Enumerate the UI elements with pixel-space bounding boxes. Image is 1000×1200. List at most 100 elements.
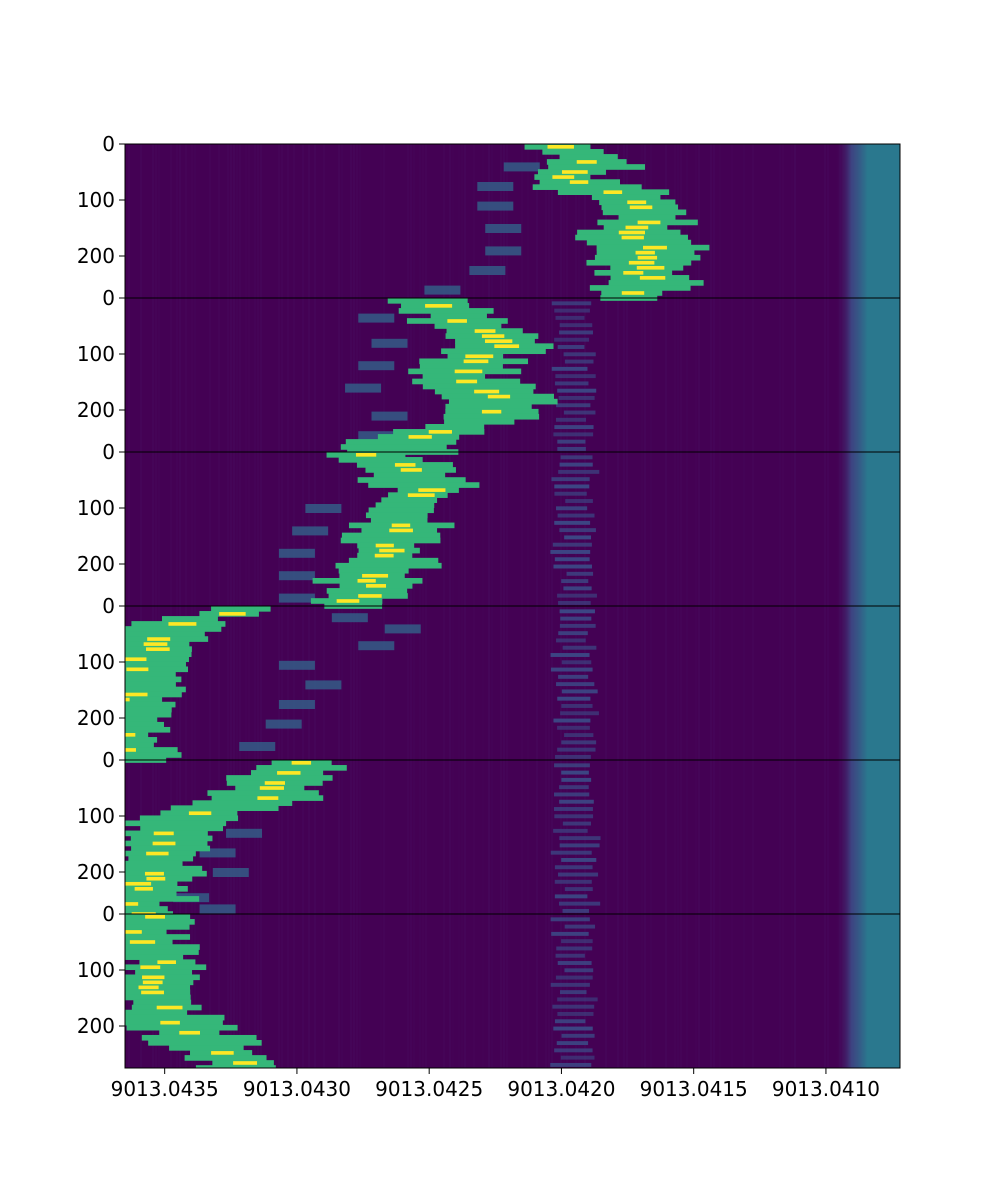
track-segment [125,671,176,678]
track-segment [125,661,186,668]
band-row [554,491,587,496]
track-segment [370,517,428,524]
peak-segment [465,354,494,359]
peak-segment [125,733,136,737]
peak-segment [357,579,376,583]
band-row [558,872,599,877]
band-row [554,792,590,797]
peak-segment [219,612,246,616]
x-axis: 9013.0435 9013.0430 9013.0425 9013.0420 9013… [111,1068,880,1101]
peak-segment [188,811,212,816]
faint-segment [358,641,395,651]
y-tick-label: 0 [102,748,115,772]
track-segment [125,929,167,935]
y-tick-label: 200 [77,398,115,422]
faint-segment [305,504,342,513]
peak-segment [157,960,176,964]
band-row [555,315,585,320]
band-row [556,506,588,511]
band-row [557,961,592,965]
track-segment [340,537,441,544]
peak-segment [145,915,166,919]
peak-segment [146,851,169,856]
peak-segment [561,170,588,174]
faint-segment [345,383,382,393]
peak-segment [636,265,665,270]
y-tick-label: 200 [77,244,115,268]
track-segment [125,711,172,718]
peak-segment [481,409,502,414]
y-tick-label: 100 [77,804,115,828]
peak-segment [277,771,301,775]
peak-segment [629,205,653,210]
track-segment [125,860,183,867]
band-row [554,814,594,819]
faint-segment [292,526,329,536]
band-row [554,763,590,768]
band-row [554,894,588,899]
peak-segment [152,841,176,846]
band-row [557,593,597,598]
track-segment [131,845,211,852]
peak-segment [481,334,505,338]
faint-segment [358,313,395,323]
faint-segment [278,660,315,670]
y-tick-label: 0 [102,440,115,464]
band-row [554,520,591,525]
band-row [551,931,589,936]
track-segment [135,969,193,976]
band-row [557,388,597,393]
track-segment [448,398,558,405]
track-segment [125,880,178,887]
track-segment [373,472,446,478]
peak-segment [141,990,164,995]
track-segment [591,194,661,201]
band-row [554,865,593,870]
faint-segment [265,719,302,729]
peak-segment [211,1051,234,1055]
track-segment [125,696,163,703]
peak-segment [552,175,575,179]
band-row [559,609,595,614]
track-segment [125,949,199,955]
peak-segment [628,260,655,265]
peak-segment [144,871,164,876]
band-row [557,747,596,752]
track-segment [125,1009,188,1016]
track-segment [128,855,194,862]
x-tick-label: 9013.0425 [375,1077,483,1101]
y-tick-label: 200 [77,1014,115,1038]
track-segment [335,562,442,569]
x-tick-label: 9013.0435 [111,1077,219,1101]
band-row [561,939,593,944]
band-row [561,777,592,782]
track-segment [125,691,182,698]
track-segment [139,815,239,822]
band-row [559,901,601,906]
peak-segment [156,1005,183,1010]
peak-segment [635,250,655,255]
band-row [554,879,592,884]
band-row [558,631,588,636]
band-row [552,542,592,547]
peak-segment [639,276,666,280]
track-segment [365,512,428,519]
track-segment [125,865,203,872]
peak-segment [623,271,644,275]
peak-segment [637,255,658,260]
track-segment [542,149,604,155]
track-segment [125,870,207,877]
peak-segment [129,940,156,944]
band-row [550,917,590,922]
track-segment [326,588,408,594]
faint-segment [331,613,368,623]
peak-segment [125,657,147,662]
peak-segment [447,319,467,323]
track-segment [444,418,515,425]
track-segment [387,298,468,304]
y-tick-label: 100 [77,958,115,982]
track-segment [608,280,704,286]
track-segment [125,686,186,693]
band-row [550,550,591,554]
